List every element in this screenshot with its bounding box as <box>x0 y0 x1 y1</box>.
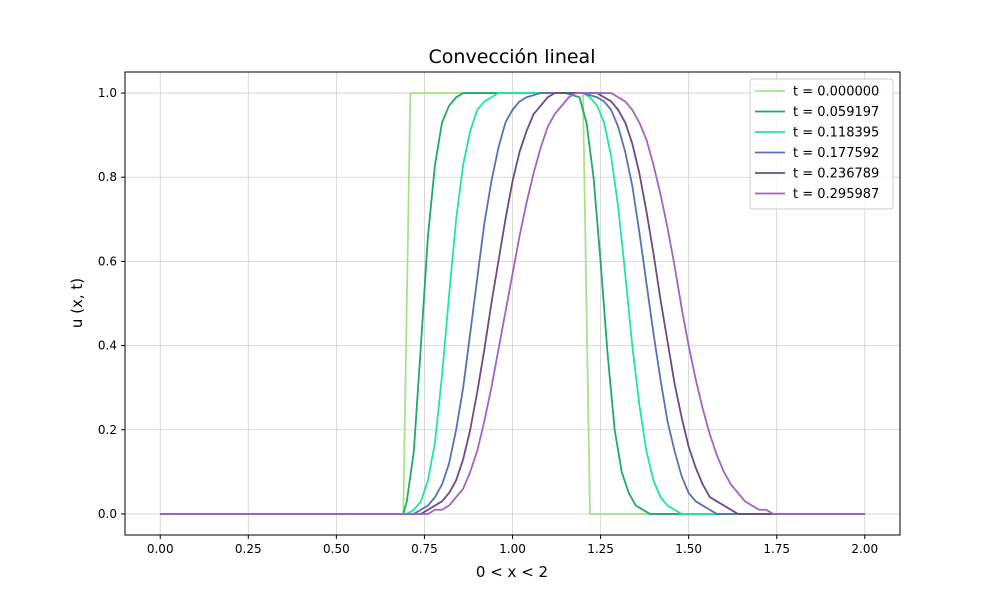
x-tick-label: 1.00 <box>499 542 526 556</box>
series-line-5 <box>160 92 865 515</box>
legend-box <box>749 78 894 210</box>
y-tick-label: 1.0 <box>98 86 117 100</box>
series-line-3 <box>160 92 865 515</box>
y-tick-label: 0.8 <box>98 170 117 184</box>
x-tick-label: 2.00 <box>851 542 878 556</box>
legend-entry: t = 0.059197 <box>793 105 879 120</box>
series-lines <box>160 92 865 515</box>
y-tick-label: 0.2 <box>98 423 117 437</box>
y-tick-label: 0.0 <box>98 507 117 521</box>
x-tick-label: 0.00 <box>147 542 174 556</box>
legend-entry: t = 0.295987 <box>793 187 879 202</box>
legend-entry: t = 0.000000 <box>793 85 879 100</box>
x-tick-label: 0.75 <box>411 542 438 556</box>
x-axis-ticks: 0.00 0.25 0.50 0.75 1.00 1.25 1.50 1.75 2.00 <box>147 535 878 556</box>
x-tick-label: 0.50 <box>323 542 350 556</box>
series-line-4 <box>160 92 865 515</box>
y-axis-label: u (x, t) <box>68 278 86 328</box>
legend-entry: t = 0.118395 <box>793 126 879 141</box>
y-axis-ticks: 0.0 0.2 0.4 0.6 0.8 1.0 <box>98 86 125 521</box>
x-tick-label: 1.75 <box>763 542 790 556</box>
x-tick-label: 1.25 <box>587 542 614 556</box>
legend-entry: t = 0.177592 <box>793 146 879 161</box>
x-tick-label: 0.25 <box>235 542 262 556</box>
y-tick-label: 0.6 <box>98 254 117 268</box>
y-tick-label: 0.4 <box>98 339 117 353</box>
legend: t = 0.000000 t = 0.059197 t = 0.118395 t = … <box>749 78 894 210</box>
x-tick-label: 1.50 <box>675 542 702 556</box>
x-axis-label: 0 < x < 2 <box>476 563 548 581</box>
legend-entry: t = 0.236789 <box>793 167 879 182</box>
chart-title: Convección lineal <box>429 46 596 68</box>
